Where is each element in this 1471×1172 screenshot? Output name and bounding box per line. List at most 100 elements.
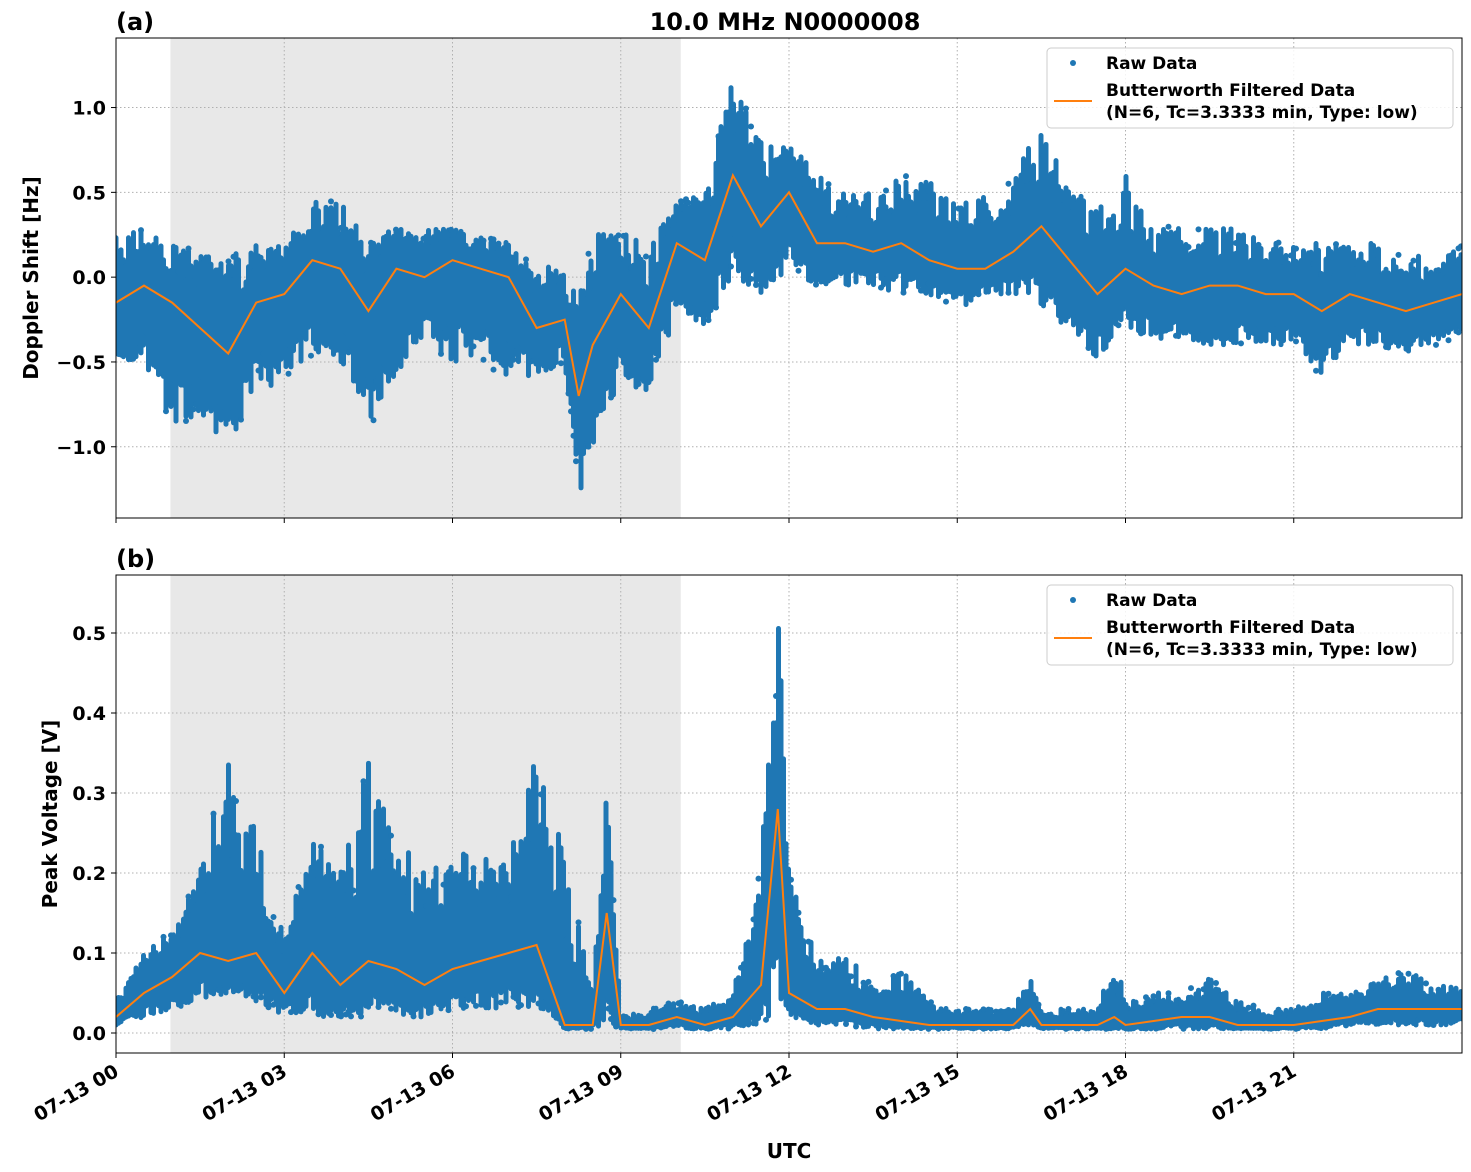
raw-data-point [743, 105, 749, 112]
raw-data-point [843, 1020, 849, 1027]
raw-data-point [360, 778, 367, 785]
raw-data-point [1195, 226, 1202, 233]
raw-data-point [1293, 338, 1299, 345]
x-tick-label: 07-13 18 [1040, 1060, 1132, 1126]
y-axis-label: Peak Voltage [V] [38, 720, 62, 909]
raw-data-point [183, 417, 189, 424]
raw-data-point [185, 245, 192, 252]
raw-data-point [318, 843, 324, 850]
raw-data-point [453, 993, 459, 1000]
raw-data-point [705, 317, 712, 324]
raw-data-point [853, 1023, 859, 1030]
raw-data-point [480, 356, 487, 363]
raw-data-point [498, 999, 504, 1006]
raw-data-point [1005, 289, 1012, 296]
raw-data-point [510, 356, 517, 363]
raw-data-point [190, 406, 197, 413]
raw-data-point [615, 232, 622, 239]
panel-label: (a) [116, 8, 154, 36]
raw-data-point [678, 198, 684, 205]
raw-data-point [1115, 322, 1122, 329]
raw-data-point [575, 919, 582, 926]
raw-data-point [315, 1011, 322, 1018]
raw-data-point [1165, 990, 1172, 997]
raw-data-point [328, 1011, 334, 1018]
raw-data-point [163, 408, 169, 415]
x-axis-label: UTC [767, 1139, 812, 1163]
raw-data-point [980, 1006, 987, 1013]
y-tick-label: 0.4 [72, 703, 106, 725]
legend-raw-label: Raw Data [1106, 54, 1197, 74]
panel-a-doppler: −1.0 −0.5 0.0 0.5 1.0 (a) Doppler Shift [Hz] Ra… [19, 8, 1463, 523]
raw-data-point [463, 1003, 469, 1010]
raw-data-point [308, 352, 314, 359]
raw-data-point [813, 281, 819, 288]
raw-data-point [1150, 993, 1157, 1000]
raw-data-point [573, 458, 579, 465]
raw-data-point [345, 349, 352, 356]
raw-data-point [185, 893, 192, 900]
y-tick-label: 0.0 [72, 1023, 106, 1045]
y-tick-label: 0.0 [72, 267, 106, 289]
raw-data-point [375, 1004, 382, 1011]
y-tick-label: 0.5 [72, 623, 106, 645]
figure-title: 10.0 MHz N0000008 [650, 8, 921, 36]
raw-data-point [1085, 344, 1092, 351]
legend-filtered-label: Butterworth Filtered Data [1106, 81, 1355, 101]
raw-data-point [490, 366, 497, 373]
raw-data-point [1293, 245, 1299, 252]
panel-label: (b) [116, 545, 155, 573]
raw-data-point [928, 999, 934, 1006]
raw-data-point [1395, 251, 1402, 258]
raw-data-point [388, 1005, 394, 1012]
raw-data-point [865, 978, 872, 985]
legend: Raw Data Butterworth Filtered Data(N=6, T… [1046, 584, 1454, 666]
raw-data-point [1405, 970, 1412, 977]
y-tick-label: 0.3 [72, 783, 106, 805]
raw-data-point [728, 263, 734, 270]
raw-data-point [445, 1007, 452, 1014]
raw-data-point [225, 258, 232, 265]
raw-data-point [410, 1013, 417, 1020]
raw-data-point [673, 300, 679, 307]
raw-data-point [470, 343, 477, 350]
filtered-data-line [116, 172, 1462, 397]
raw-data-point [848, 973, 854, 980]
x-tick-label: 07-13 03 [198, 1060, 290, 1126]
raw-data-point [685, 199, 692, 206]
raw-data-point [1213, 979, 1219, 986]
y-tick-label: 0.2 [72, 863, 106, 885]
raw-data-point [1250, 1002, 1257, 1009]
raw-data-point [585, 443, 592, 450]
x-tick-label: 07-13 21 [1208, 1060, 1300, 1126]
raw-data-point [678, 999, 684, 1006]
raw-data-point [825, 181, 832, 188]
raw-data-point [588, 1025, 594, 1032]
raw-data-point [1238, 340, 1244, 347]
raw-data-point [388, 832, 394, 839]
raw-data-point [350, 887, 357, 894]
raw-data-point [1035, 1001, 1042, 1008]
raw-data-point [1165, 223, 1172, 230]
y-tick-label: 0.5 [72, 182, 106, 204]
raw-data-point [495, 240, 502, 247]
raw-data-point [900, 289, 907, 296]
y-tick-label: −0.5 [56, 352, 106, 374]
panel-b-voltage: 0.0 0.1 0.2 0.3 0.4 0.5 07-13 00 07-13 03 07-13 … [30, 545, 1463, 1126]
raw-data-point [160, 933, 167, 940]
raw-data-point [1410, 257, 1417, 264]
raw-data-point [1325, 990, 1332, 997]
y-tick-label: −1.0 [56, 437, 106, 459]
x-tick-label: 07-13 00 [30, 1060, 122, 1126]
raw-data-point [748, 123, 754, 130]
y-axis-label: Doppler Shift [Hz] [19, 176, 43, 380]
legend: Raw Data Butterworth Filtered Data(N=6, T… [1046, 47, 1454, 129]
raw-data-point [1245, 1004, 1252, 1011]
raw-data-point [1445, 337, 1452, 344]
legend-raw-marker [1070, 597, 1076, 603]
legend-filtered-params: (N=6, Tc=3.3333 min, Type: low) [1106, 103, 1418, 123]
raw-data-point [370, 417, 377, 424]
raw-data-point [788, 876, 794, 883]
raw-data-point [238, 416, 244, 423]
raw-data-point [755, 875, 762, 882]
